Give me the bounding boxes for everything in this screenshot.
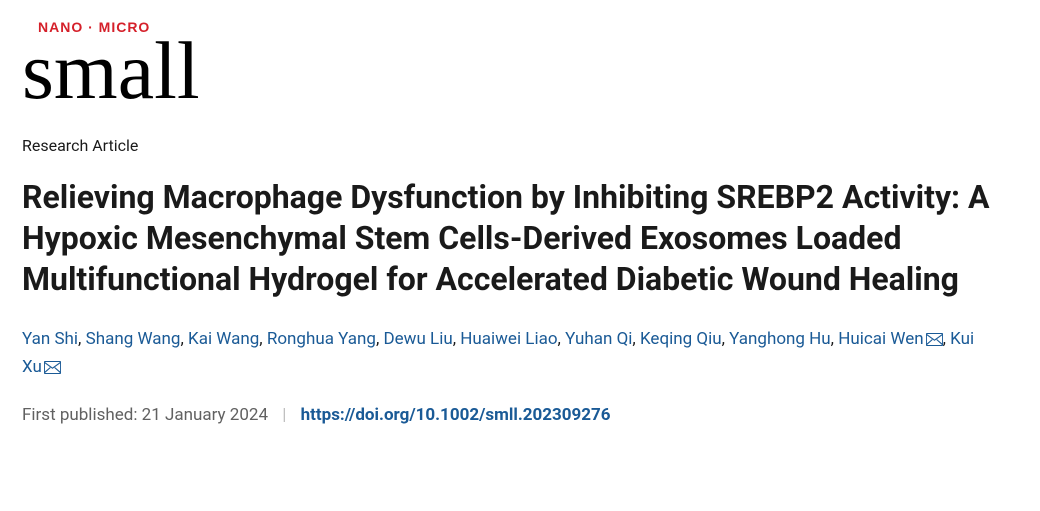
publication-meta: First published: 21 January 2024 | https… [22,405,1018,425]
logo-wordmark-text: small [22,25,200,102]
author-name[interactable]: Dewu Liu [384,329,453,349]
article-type-label: Research Article [22,136,1018,155]
author-name[interactable]: Huicai Wen [838,329,923,349]
article-title: Relieving Macrophage Dysfunction by Inhi… [22,177,1002,300]
author-name[interactable]: Huaiwei Liao [460,329,557,349]
corresponding-author-icon [926,328,943,354]
author-name[interactable]: Yan Shi [22,329,78,349]
author-name[interactable]: Yuhan Qi [565,329,632,349]
first-published-label: First published: [22,405,137,425]
first-published-date: 21 January 2024 [142,405,268,425]
author-separator: , [632,329,640,349]
author-name[interactable]: Ronghua Yang [267,329,376,349]
author-separator: , [78,329,86,349]
author-separator: , [259,329,267,349]
author-separator: , [376,329,384,349]
author-separator: , [180,329,188,349]
author-separator: , [558,329,566,349]
author-name[interactable]: Kai Wang [188,329,259,349]
corresponding-author-icon [44,356,61,382]
journal-logo: NANO · MICRO small [22,18,1018,102]
doi-link[interactable]: https://doi.org/10.1002/smll.202309276 [301,405,611,425]
authors-list: Yan Shi, Shang Wang, Kai Wang, Ronghua Y… [22,326,982,383]
author-name[interactable]: Yanghong Hu [729,329,831,349]
author-name[interactable]: Shang Wang [86,329,181,349]
meta-separator: | [282,405,286,425]
author-name[interactable]: Keqing Qiu [640,329,722,349]
